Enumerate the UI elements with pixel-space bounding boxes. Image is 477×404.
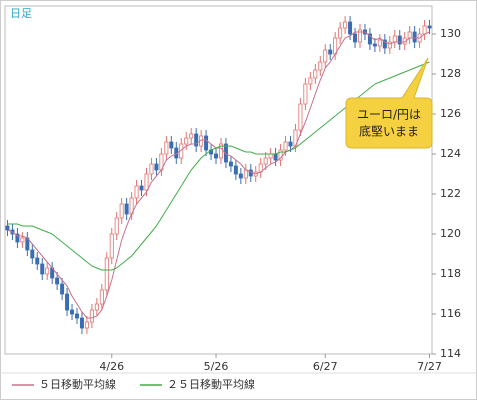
candle-body	[149, 163, 154, 175]
candle-body	[303, 83, 308, 105]
candle-body	[5, 225, 10, 231]
candle-body	[348, 21, 353, 35]
candle-body	[60, 283, 65, 295]
candle-body	[283, 141, 288, 151]
candle-body	[89, 309, 94, 323]
candle-body	[194, 133, 199, 147]
candle-body	[164, 141, 169, 155]
candle-body	[184, 137, 189, 145]
candle-body	[387, 41, 392, 49]
candle-body	[214, 153, 219, 159]
period-label: 日足	[10, 7, 32, 20]
annotation: 底堅いまま	[359, 124, 419, 139]
candle-body	[397, 35, 402, 45]
candle-body	[99, 289, 104, 305]
candle-body	[223, 143, 228, 163]
x-tick-label: 7/27	[417, 360, 442, 373]
plot-area	[4, 5, 433, 355]
candle-body	[377, 39, 382, 47]
y-tick-label: 116	[440, 307, 461, 320]
candle-body	[343, 21, 348, 29]
candle-body	[298, 103, 303, 131]
candle-body	[119, 203, 124, 219]
candle-body	[70, 309, 75, 315]
candle-body	[109, 233, 114, 259]
candle-body	[45, 267, 50, 275]
candle-body	[412, 31, 417, 43]
candle-body	[169, 141, 174, 149]
candle-body	[318, 61, 323, 71]
candle-body	[94, 303, 99, 311]
moving-average-line	[7, 61, 430, 271]
legend-label: ５日移動平均線	[39, 377, 116, 391]
candle-body	[392, 35, 397, 43]
candle-body	[427, 25, 432, 29]
candle-body	[233, 165, 238, 175]
y-tick-label: 114	[440, 347, 461, 360]
candle-body	[104, 257, 109, 291]
candle-body	[84, 321, 89, 329]
candle-body	[15, 233, 20, 243]
candle-body	[273, 153, 278, 161]
candle-body	[358, 29, 363, 43]
candle-body	[353, 33, 358, 43]
moving-average-line	[7, 31, 430, 319]
y-tick-label: 120	[440, 227, 461, 240]
candle-body	[40, 263, 45, 275]
candle-body	[65, 293, 70, 311]
candle-body	[278, 149, 283, 161]
candle-body	[268, 153, 273, 159]
callout	[345, 57, 433, 149]
candle-body	[55, 277, 60, 285]
legend-label: ２５日移動平均線	[167, 377, 255, 391]
candle-body	[74, 313, 79, 319]
y-tick-label: 130	[440, 27, 461, 40]
candle-body	[407, 31, 412, 39]
candle-body	[338, 27, 343, 39]
candle-body	[139, 185, 144, 191]
candle-body	[114, 217, 119, 235]
candle-body	[328, 49, 333, 55]
candle-body	[238, 173, 243, 179]
candle-body	[189, 133, 194, 139]
candle-body	[308, 77, 313, 85]
candle-body	[35, 257, 40, 265]
candle-body	[204, 135, 209, 151]
x-tick-label: 6/27	[313, 360, 338, 373]
y-tick-label: 128	[440, 67, 461, 80]
annotation: ユーロ/円は	[357, 108, 421, 122]
y-tick-label: 124	[440, 147, 461, 160]
candle-body	[263, 157, 268, 165]
x-tick-label: 4/26	[99, 360, 124, 373]
y-tick-label: 126	[440, 107, 461, 120]
candle-body	[134, 185, 139, 199]
candle-body	[30, 249, 35, 259]
y-tick-label: 118	[440, 267, 461, 280]
candle-body	[372, 43, 377, 47]
candle-body	[323, 49, 328, 63]
candle-body	[144, 173, 149, 191]
candle-body	[79, 317, 84, 329]
candle-body	[248, 169, 253, 177]
candle-body	[313, 69, 318, 79]
candle-body	[243, 169, 248, 179]
candle-body	[422, 25, 427, 35]
candle-body	[382, 39, 387, 49]
candle-body	[367, 33, 372, 45]
candle-body	[228, 161, 233, 167]
candle-body	[154, 163, 159, 171]
candle-body	[218, 143, 223, 159]
candle-body	[20, 237, 25, 243]
y-tick-label: 122	[440, 187, 461, 200]
candle-body	[288, 141, 293, 147]
x-tick-label: 5/26	[204, 360, 229, 373]
candle-body	[124, 203, 129, 215]
